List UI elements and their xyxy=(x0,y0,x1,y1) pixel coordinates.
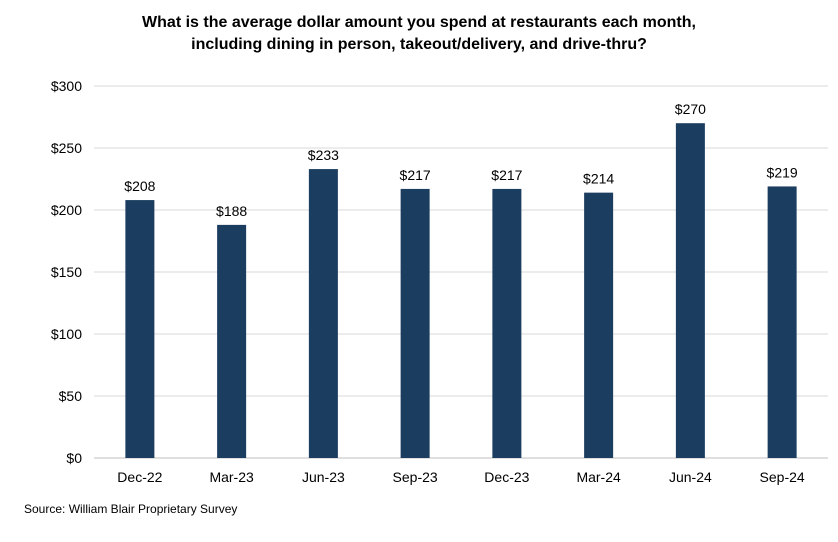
x-tick-label: Dec-22 xyxy=(117,469,162,485)
y-tick-label: $0 xyxy=(66,450,82,466)
x-tick-label: Sep-24 xyxy=(760,469,805,485)
source-note: Source: William Blair Proprietary Survey xyxy=(24,502,238,516)
bar xyxy=(217,224,247,458)
data-label: $219 xyxy=(767,164,798,180)
y-tick-label: $300 xyxy=(51,78,82,94)
y-tick-label: $100 xyxy=(51,326,82,342)
data-label: $270 xyxy=(675,101,706,117)
data-label: $208 xyxy=(124,178,155,194)
x-tick-label: Mar-23 xyxy=(209,469,254,485)
y-tick-label: $200 xyxy=(51,202,82,218)
y-tick-label: $250 xyxy=(51,140,82,156)
bar xyxy=(125,200,155,458)
bar xyxy=(584,192,614,458)
bar xyxy=(767,186,797,458)
bar xyxy=(308,169,338,458)
x-tick-label: Dec-23 xyxy=(484,469,529,485)
y-tick-label: $50 xyxy=(59,388,83,404)
data-label: $233 xyxy=(308,147,339,163)
x-tick-label: Jun-23 xyxy=(302,469,345,485)
x-tick-label: Mar-24 xyxy=(576,469,621,485)
bar xyxy=(492,188,522,459)
x-tick-label: Sep-23 xyxy=(393,469,438,485)
data-label: $214 xyxy=(583,171,614,187)
data-label: $217 xyxy=(400,167,431,183)
chart-title-line-1: What is the average dollar amount you sp… xyxy=(142,14,696,31)
bar xyxy=(675,123,705,458)
y-tick-label: $150 xyxy=(51,264,82,280)
chart-title-line-2: including dining in person, takeout/deli… xyxy=(191,36,647,53)
x-tick-label: Jun-24 xyxy=(669,469,712,485)
data-label: $188 xyxy=(216,203,247,219)
bar-chart: $0 $50 $100 $150 $200 $250 $300 $208 Dec-22 $188 M… xyxy=(51,78,828,485)
data-label: $217 xyxy=(491,167,522,183)
bar xyxy=(400,188,430,459)
chart-title: What is the average dollar amount you sp… xyxy=(0,12,838,56)
